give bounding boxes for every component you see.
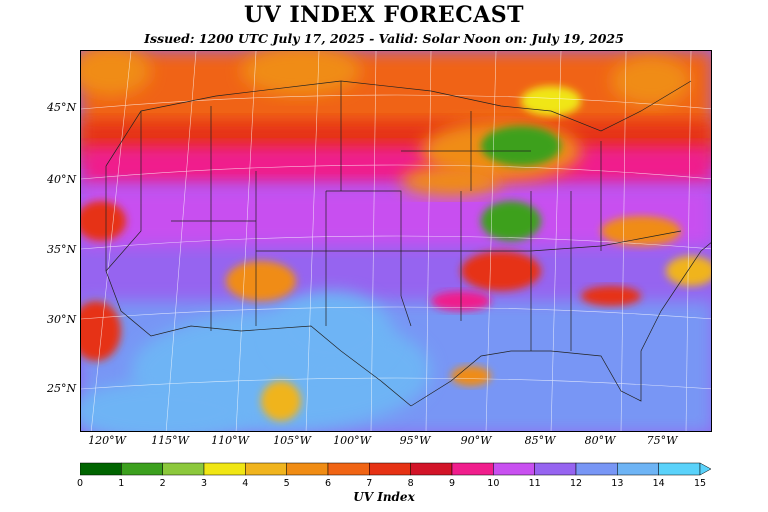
colorbar-segment <box>410 462 453 476</box>
colorbar-tick-label: 15 <box>693 478 707 489</box>
colorbar-tick-label: 6 <box>324 478 332 489</box>
colorbar-segment <box>245 462 287 476</box>
colorbar-tick-label: 12 <box>569 478 583 489</box>
colorbar-tick-label: 13 <box>611 478 624 489</box>
lat-label-30: 30°N <box>47 313 77 326</box>
lon-label-100: 100°W <box>333 434 371 447</box>
colorbar-extend-arrow <box>699 462 712 476</box>
colorbar-segment <box>658 462 701 476</box>
uv-map-canvas <box>81 51 711 431</box>
colorbar-segment <box>617 462 659 476</box>
colorbar-segment <box>162 462 205 476</box>
map-title: UV INDEX FORECAST <box>243 2 525 28</box>
colorbar-tick-label: 9 <box>448 478 456 489</box>
map-subtitle: Issued: 1200 UTC July 17, 2025 - Valid: … <box>144 31 624 46</box>
colorbar-tick-label: 4 <box>242 478 249 489</box>
lon-label-95: 95°W <box>399 434 431 447</box>
lon-label-110: 110°W <box>211 434 249 447</box>
colorbar-tick-label: 1 <box>118 478 125 489</box>
lon-label-75: 75°W <box>646 434 678 447</box>
colorbar-tick-label: 3 <box>200 478 208 489</box>
colorbar-tick-label: 2 <box>159 478 166 489</box>
colorbar-tick-label: 7 <box>366 478 373 489</box>
uv-colorbar <box>80 462 712 476</box>
lat-label-25: 25°N <box>47 382 77 395</box>
uv-index-map <box>80 50 712 432</box>
colorbar-segment <box>121 462 163 476</box>
colorbar-tick-label: 5 <box>283 478 290 489</box>
colorbar-segment <box>203 462 246 476</box>
colorbar-tick-label: 14 <box>652 478 665 489</box>
colorbar-tick-label: 0 <box>76 478 84 489</box>
colorbar-tick-label: 11 <box>528 478 541 489</box>
lon-label-105: 105°W <box>273 434 311 447</box>
lon-label-90: 90°W <box>460 434 492 447</box>
colorbar-segment <box>451 462 494 476</box>
colorbar-segment <box>575 462 618 476</box>
colorbar-tick-label: 10 <box>487 478 500 489</box>
lon-label-80: 80°W <box>584 434 616 447</box>
colorbar-segment <box>80 462 122 476</box>
lon-label-85: 85°W <box>524 434 556 447</box>
lon-label-120: 120°W <box>88 434 126 447</box>
colorbar-segment <box>369 462 411 476</box>
graticule <box>81 51 711 431</box>
colorbar-label: UV Index <box>353 490 415 504</box>
colorbar-segment <box>327 462 370 476</box>
uv-field <box>81 51 711 431</box>
state-borders <box>105 80 711 407</box>
lon-label-115: 115°W <box>151 434 189 447</box>
colorbar-segment <box>534 462 577 476</box>
lat-label-45: 45°N <box>47 101 77 114</box>
colorbar-segment <box>286 462 329 476</box>
lat-label-35: 35°N <box>47 243 77 256</box>
lat-label-40: 40°N <box>47 173 77 186</box>
colorbar-tick-label: 8 <box>407 478 414 489</box>
colorbar-segment <box>493 462 535 476</box>
